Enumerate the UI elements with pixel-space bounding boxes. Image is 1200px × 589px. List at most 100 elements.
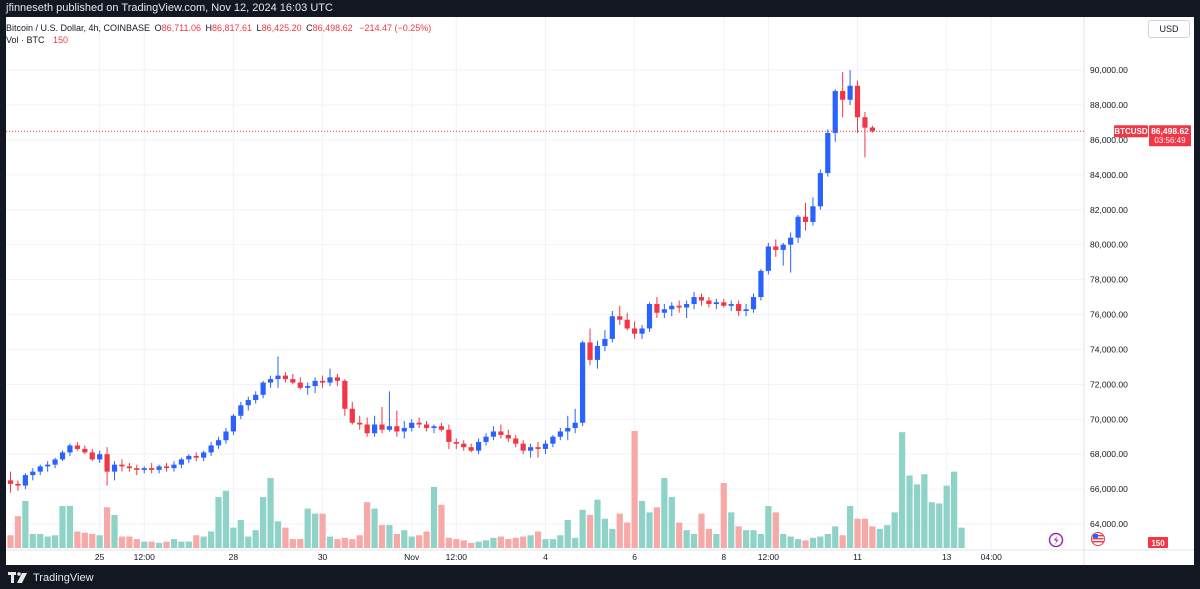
flash-event-icon[interactable] xyxy=(1048,532,1064,548)
volume-bar xyxy=(341,537,348,548)
candle xyxy=(45,461,51,472)
countdown-text: 03:56:49 xyxy=(1154,136,1186,145)
volume-bar xyxy=(906,475,913,548)
candle xyxy=(572,408,578,434)
volume-bars xyxy=(7,430,965,548)
candle xyxy=(684,300,690,318)
volume-bar xyxy=(237,520,244,548)
price-tick-label: 68,000.00 xyxy=(1090,449,1128,459)
volume-bar xyxy=(750,530,757,548)
candle xyxy=(832,89,838,142)
volume-bar xyxy=(178,541,185,548)
volume-bar xyxy=(37,534,44,548)
candle xyxy=(201,450,207,462)
time-tick-label: 30 xyxy=(318,552,328,562)
price-tick-label: 76,000.00 xyxy=(1090,310,1128,320)
chart-legend: Bitcoin / U.S. Dollar, 4h, COINBASE O86,… xyxy=(6,22,431,46)
volume-bar xyxy=(371,508,378,548)
volume-bar xyxy=(542,539,549,548)
candle xyxy=(82,445,88,455)
volume-bar xyxy=(74,531,81,548)
volume-tag-bg xyxy=(1148,537,1168,548)
legend-ohlc-row: Bitcoin / U.S. Dollar, 4h, COINBASE O86,… xyxy=(6,23,432,33)
volume-bar xyxy=(928,502,935,548)
legend-symbol-title[interactable]: Bitcoin / U.S. Dollar, 4h, COINBASE xyxy=(6,23,151,33)
volume-bar xyxy=(520,536,527,548)
volume-bar xyxy=(163,541,170,548)
volume-bar xyxy=(133,539,140,548)
volume-bar xyxy=(22,500,29,548)
legend-volume-label[interactable]: Vol · BTC xyxy=(6,35,45,45)
us-flag-event-icon[interactable] xyxy=(1091,532,1105,546)
brand-name: TradingView xyxy=(33,572,94,584)
tradingview-logo[interactable]: TradingView xyxy=(8,570,94,586)
volume-bar xyxy=(564,520,571,548)
volume-bar xyxy=(453,539,460,548)
chart-frame xyxy=(6,17,1194,565)
candle xyxy=(111,461,118,481)
candle xyxy=(438,422,445,432)
volume-bar xyxy=(921,474,928,548)
candle xyxy=(721,298,727,308)
time-tick-label: 28 xyxy=(229,552,239,562)
legend-change: −214.47 (−0.25%) xyxy=(359,23,432,33)
candle xyxy=(483,433,489,446)
candle xyxy=(587,328,593,366)
volume-bar xyxy=(200,536,207,548)
candle xyxy=(840,71,846,118)
volume-bar xyxy=(460,540,467,548)
volume-bar xyxy=(349,539,356,548)
price-tick-label: 64,000.00 xyxy=(1090,519,1128,529)
time-tick-label: 11 xyxy=(853,552,862,562)
candle xyxy=(409,419,415,432)
time-tick-label: 12:00 xyxy=(134,552,156,562)
candle xyxy=(349,401,355,425)
volume-bar xyxy=(512,537,519,548)
publisher-text: jfinneseth published on TradingView.com,… xyxy=(6,2,333,14)
candle xyxy=(282,372,289,383)
candle xyxy=(758,269,764,301)
candle xyxy=(156,464,162,474)
time-tick-label: 12:00 xyxy=(446,552,468,562)
volume-bar xyxy=(51,535,59,548)
volume-bar xyxy=(861,518,869,548)
volume-bar xyxy=(490,537,497,548)
volume-bar xyxy=(705,528,713,548)
currency-button[interactable]: USD xyxy=(1148,20,1190,38)
volume-bar xyxy=(274,521,282,548)
candle xyxy=(30,468,36,481)
volume-bar xyxy=(282,527,289,548)
volume-bar xyxy=(475,541,482,548)
candle xyxy=(557,427,563,441)
volume-bar xyxy=(765,506,772,548)
candle xyxy=(468,443,474,453)
candle xyxy=(728,300,734,312)
volume-bar xyxy=(170,539,178,548)
legend-volume-value: 150 xyxy=(53,35,69,45)
candle xyxy=(765,242,771,275)
volume-bar xyxy=(839,535,846,548)
volume-bar xyxy=(185,541,192,548)
candle xyxy=(22,473,28,490)
volume-bar xyxy=(802,540,809,548)
candle xyxy=(297,377,303,390)
candle xyxy=(119,459,125,472)
volume-bar xyxy=(66,506,74,548)
candle xyxy=(141,466,147,474)
volume-bar xyxy=(393,534,400,548)
volume-bar xyxy=(304,508,311,548)
candle xyxy=(490,426,497,441)
candle xyxy=(230,414,236,435)
publisher-bar: jfinneseth published on TradingView.com,… xyxy=(0,0,1200,17)
legend-low: 86,425.20 xyxy=(261,23,302,33)
volume-bar xyxy=(787,536,794,548)
candle xyxy=(669,302,675,317)
candle xyxy=(446,424,452,449)
volume-bar xyxy=(230,527,237,548)
volume-bar xyxy=(96,535,103,548)
candle xyxy=(37,464,43,476)
price-tick-label: 82,000.00 xyxy=(1090,205,1128,215)
candle xyxy=(498,424,504,439)
candle xyxy=(580,340,586,427)
